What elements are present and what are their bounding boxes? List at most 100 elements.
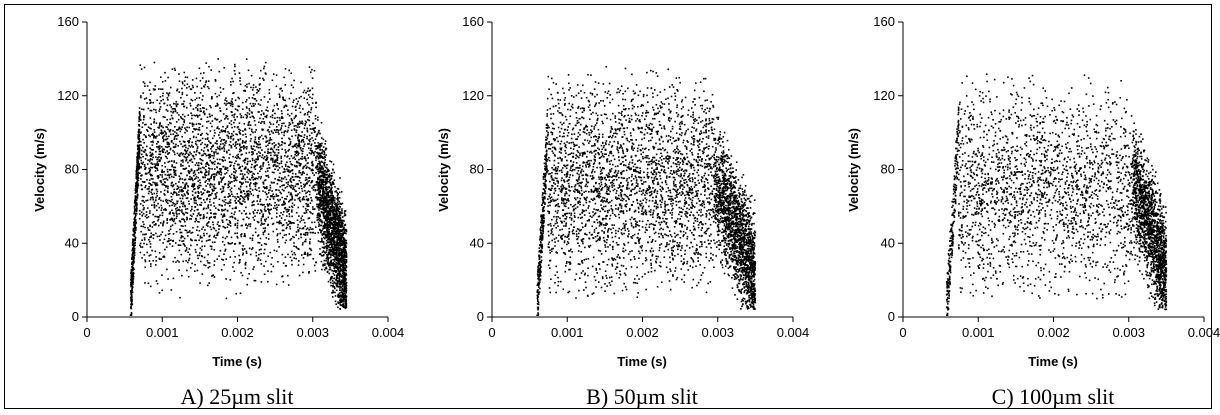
data-point-a bbox=[328, 238, 331, 241]
data-point-a bbox=[203, 264, 205, 266]
data-point-a bbox=[242, 116, 245, 119]
data-point-a bbox=[223, 264, 225, 266]
data-point-a bbox=[337, 226, 340, 229]
data-point-a bbox=[290, 205, 293, 208]
data-point-a bbox=[166, 222, 168, 224]
data-point-a bbox=[142, 146, 144, 149]
data-point-a bbox=[212, 144, 214, 147]
data-point-a bbox=[197, 180, 199, 182]
data-point-a bbox=[191, 84, 194, 87]
data-point-a bbox=[332, 210, 334, 213]
data-point-a bbox=[151, 149, 153, 151]
data-point-a bbox=[328, 176, 331, 178]
data-point-a bbox=[323, 233, 326, 236]
data-point-a bbox=[233, 114, 235, 116]
data-point-a bbox=[233, 168, 236, 171]
data-point-a bbox=[297, 151, 299, 153]
data-point-a bbox=[280, 180, 283, 183]
data-point-a bbox=[264, 151, 266, 154]
data-point-a bbox=[304, 179, 307, 181]
data-point-a bbox=[339, 289, 341, 291]
data-point-a bbox=[139, 132, 142, 134]
data-point-a bbox=[335, 257, 338, 259]
data-point-a bbox=[257, 137, 260, 139]
data-point-a bbox=[298, 140, 300, 143]
data-point-a bbox=[187, 275, 190, 278]
data-point-a bbox=[309, 238, 311, 241]
data-point-a bbox=[313, 174, 315, 176]
data-point-a bbox=[143, 165, 146, 168]
data-point-a bbox=[152, 178, 154, 180]
data-point-a bbox=[263, 208, 266, 210]
data-point-a bbox=[211, 120, 214, 122]
data-point-a bbox=[324, 143, 326, 145]
data-point-a bbox=[301, 190, 304, 192]
data-point-a bbox=[136, 159, 138, 162]
data-point-a bbox=[175, 121, 178, 123]
data-point-a bbox=[320, 175, 323, 178]
data-point-a bbox=[341, 261, 343, 264]
x-tick-label-a: 0.001 bbox=[146, 325, 179, 340]
data-point-a bbox=[186, 216, 188, 219]
data-point-a bbox=[297, 223, 299, 226]
data-point-a bbox=[215, 148, 217, 151]
data-point-a bbox=[320, 156, 322, 159]
data-point-a bbox=[134, 217, 136, 219]
data-point-a bbox=[259, 177, 262, 180]
ylabel-a: Velocity (m/s) bbox=[32, 128, 47, 212]
data-point-a bbox=[310, 181, 312, 184]
data-point-a bbox=[285, 178, 288, 181]
data-point-a bbox=[261, 128, 263, 130]
data-point-a bbox=[153, 134, 156, 137]
data-point-a bbox=[305, 195, 308, 198]
data-point-a bbox=[185, 150, 187, 153]
data-point-a bbox=[267, 110, 269, 112]
data-point-a bbox=[307, 157, 309, 159]
data-point-a bbox=[333, 270, 335, 272]
data-point-a bbox=[208, 262, 211, 264]
data-point-a bbox=[244, 146, 246, 149]
data-point-a bbox=[303, 127, 306, 130]
data-point-a bbox=[242, 245, 244, 247]
data-point-a bbox=[284, 68, 287, 70]
data-point-a bbox=[341, 225, 344, 228]
data-point-a bbox=[229, 205, 231, 207]
data-point-a bbox=[319, 132, 321, 135]
data-point-a bbox=[171, 224, 174, 226]
data-point-a bbox=[277, 149, 280, 151]
data-point-a bbox=[261, 154, 264, 156]
data-point-a bbox=[199, 214, 201, 216]
data-point-a bbox=[335, 208, 337, 210]
data-point-a bbox=[166, 179, 169, 181]
data-point-a bbox=[265, 116, 268, 119]
data-point-a bbox=[172, 111, 174, 114]
data-point-a bbox=[341, 290, 343, 292]
x-tick-label-a: 0 bbox=[83, 325, 90, 340]
data-point-a bbox=[131, 249, 133, 252]
data-point-a bbox=[220, 191, 223, 194]
data-point-a bbox=[133, 211, 136, 213]
data-point-a bbox=[342, 293, 344, 295]
data-point-a bbox=[291, 263, 293, 266]
data-point-a bbox=[318, 178, 320, 181]
data-point-a bbox=[309, 96, 311, 98]
data-point-a bbox=[276, 212, 278, 215]
data-point-a bbox=[323, 207, 325, 209]
data-point-a bbox=[254, 124, 257, 126]
data-point-a bbox=[186, 106, 188, 109]
data-point-a bbox=[166, 118, 168, 121]
data-point-a bbox=[183, 84, 186, 87]
data-point-a bbox=[199, 152, 201, 155]
data-point-a bbox=[342, 262, 344, 265]
data-point-a bbox=[228, 230, 230, 232]
data-point-a bbox=[298, 171, 300, 174]
data-point-a bbox=[310, 143, 313, 145]
data-point-a bbox=[251, 189, 254, 191]
data-point-a bbox=[288, 166, 291, 168]
data-point-a bbox=[153, 61, 156, 64]
data-point-a bbox=[270, 154, 272, 157]
data-point-a bbox=[265, 157, 268, 160]
data-point-a bbox=[335, 261, 337, 264]
data-point-a bbox=[225, 258, 227, 260]
data-point-a bbox=[318, 209, 320, 211]
